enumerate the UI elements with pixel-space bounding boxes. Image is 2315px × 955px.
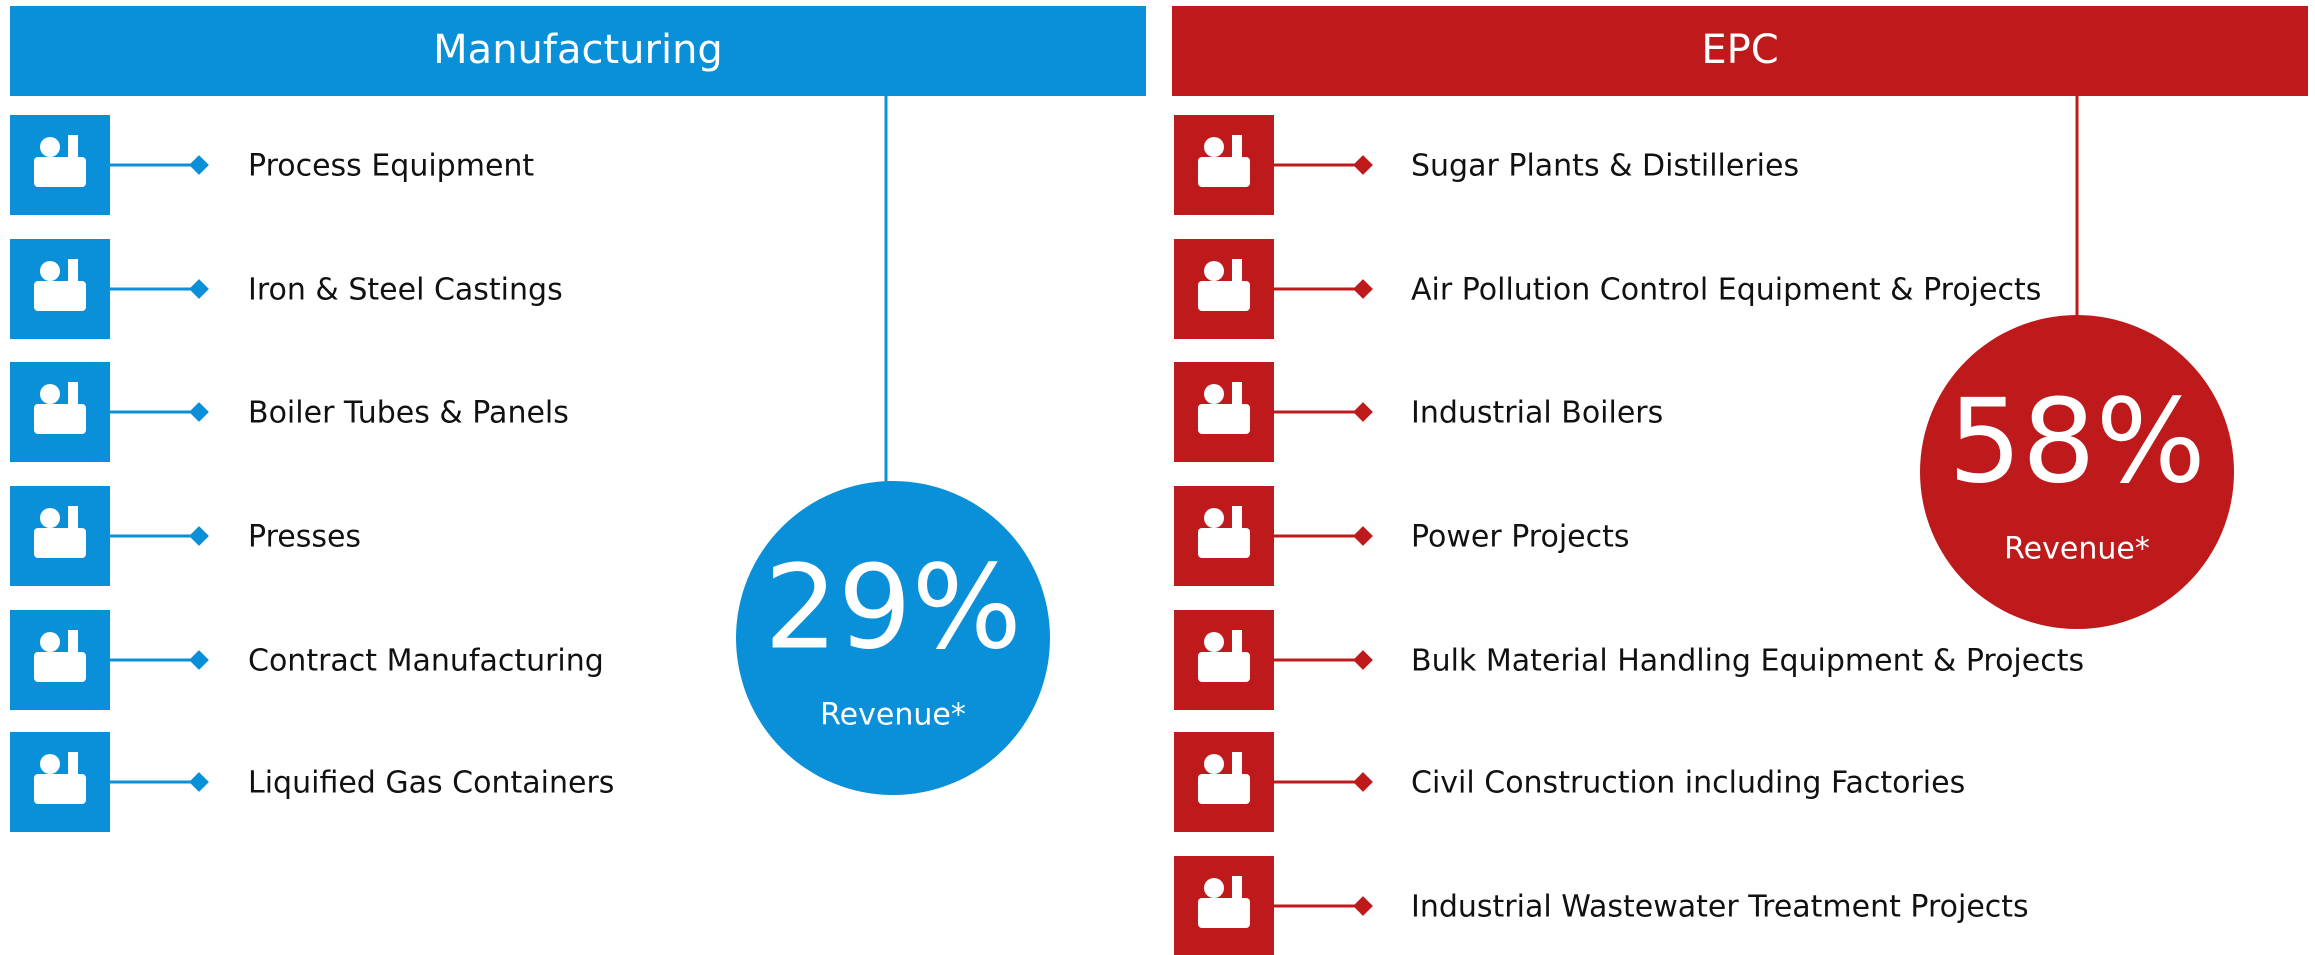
icon-shape [1232,752,1242,776]
item-diamond [1353,279,1373,299]
item-diamond [189,526,209,546]
item-diamond [1353,896,1373,916]
icon [1198,630,1250,682]
icon-shape [40,508,60,528]
icon-shape [68,506,78,530]
item-diamond [189,402,209,422]
icon-shape [1232,506,1242,530]
item-label: Sugar Plants & Distilleries [1411,149,1799,184]
icon-shape [1204,878,1224,898]
panel-title: EPC [1701,27,1778,73]
item-diamond [1353,772,1373,792]
revenue-circle [1920,315,2234,629]
item-label: Civil Construction including Factories [1411,766,1965,801]
icon [1198,135,1250,187]
icon-shape [1204,632,1224,652]
item-diamond [1353,650,1373,670]
icon-shape [1232,382,1242,406]
icon-shape [34,404,86,434]
item-label: Process Equipment [248,149,534,184]
item-diamond [189,650,209,670]
item-label: Presses [248,520,361,555]
icon-shape [1232,259,1242,283]
item-diamond [1353,402,1373,422]
icon-shape [1198,528,1250,558]
item-label: Boiler Tubes & Panels [248,396,569,431]
item-label: Liquified Gas Containers [248,766,614,801]
icon [34,135,86,187]
icon-shape [1198,774,1250,804]
item-label: Power Projects [1411,520,1630,555]
icon [34,382,86,434]
icon-shape [1204,754,1224,774]
icon [34,752,86,804]
icon-shape [34,652,86,682]
icon-shape [1232,135,1242,159]
icon-shape [1198,281,1250,311]
item-label: Contract Manufacturing [248,644,604,679]
icon-shape [68,382,78,406]
icon-shape [1204,508,1224,528]
item-diamond [1353,526,1373,546]
panel-title: Manufacturing [433,27,723,73]
icon [34,506,86,558]
icon [1198,259,1250,311]
icon-shape [1204,137,1224,157]
icon-shape [40,384,60,404]
icon-shape [68,752,78,776]
revenue-circle [736,481,1050,795]
icon-shape [1204,384,1224,404]
icon-shape [1198,898,1250,928]
panel-header [10,6,1146,96]
icon-shape [34,528,86,558]
icon-shape [1232,630,1242,654]
item-label: Bulk Material Handling Equipment & Proje… [1411,644,2084,679]
item-diamond [189,772,209,792]
icon [34,259,86,311]
icon-shape [68,135,78,159]
item-label: Industrial Boilers [1411,396,1663,431]
icon-shape [68,630,78,654]
item-label: Iron & Steel Castings [248,273,563,308]
icon [1198,382,1250,434]
icon-shape [34,157,86,187]
revenue-percent: 58% [1948,375,2206,510]
icon-shape [34,774,86,804]
item-diamond [1353,155,1373,175]
icon [1198,876,1250,928]
icon-shape [1198,652,1250,682]
icon [1198,506,1250,558]
icon-shape [68,259,78,283]
icon [34,630,86,682]
icon-shape [40,261,60,281]
icon [1198,752,1250,804]
item-label: Industrial Wastewater Treatment Projects [1411,890,2029,925]
item-diamond [189,155,209,175]
icon-shape [40,754,60,774]
icon-shape [1198,404,1250,434]
panel-header [1172,6,2308,96]
revenue-note: Revenue* [2004,532,2150,567]
item-diamond [189,279,209,299]
revenue-percent: 29% [764,541,1022,676]
icon-shape [40,137,60,157]
icon-shape [1198,157,1250,187]
icon-shape [40,632,60,652]
icon-shape [1204,261,1224,281]
item-label: Air Pollution Control Equipment & Projec… [1411,273,2041,308]
icon-shape [34,281,86,311]
revenue-note: Revenue* [820,698,966,733]
icon-shape [1232,876,1242,900]
